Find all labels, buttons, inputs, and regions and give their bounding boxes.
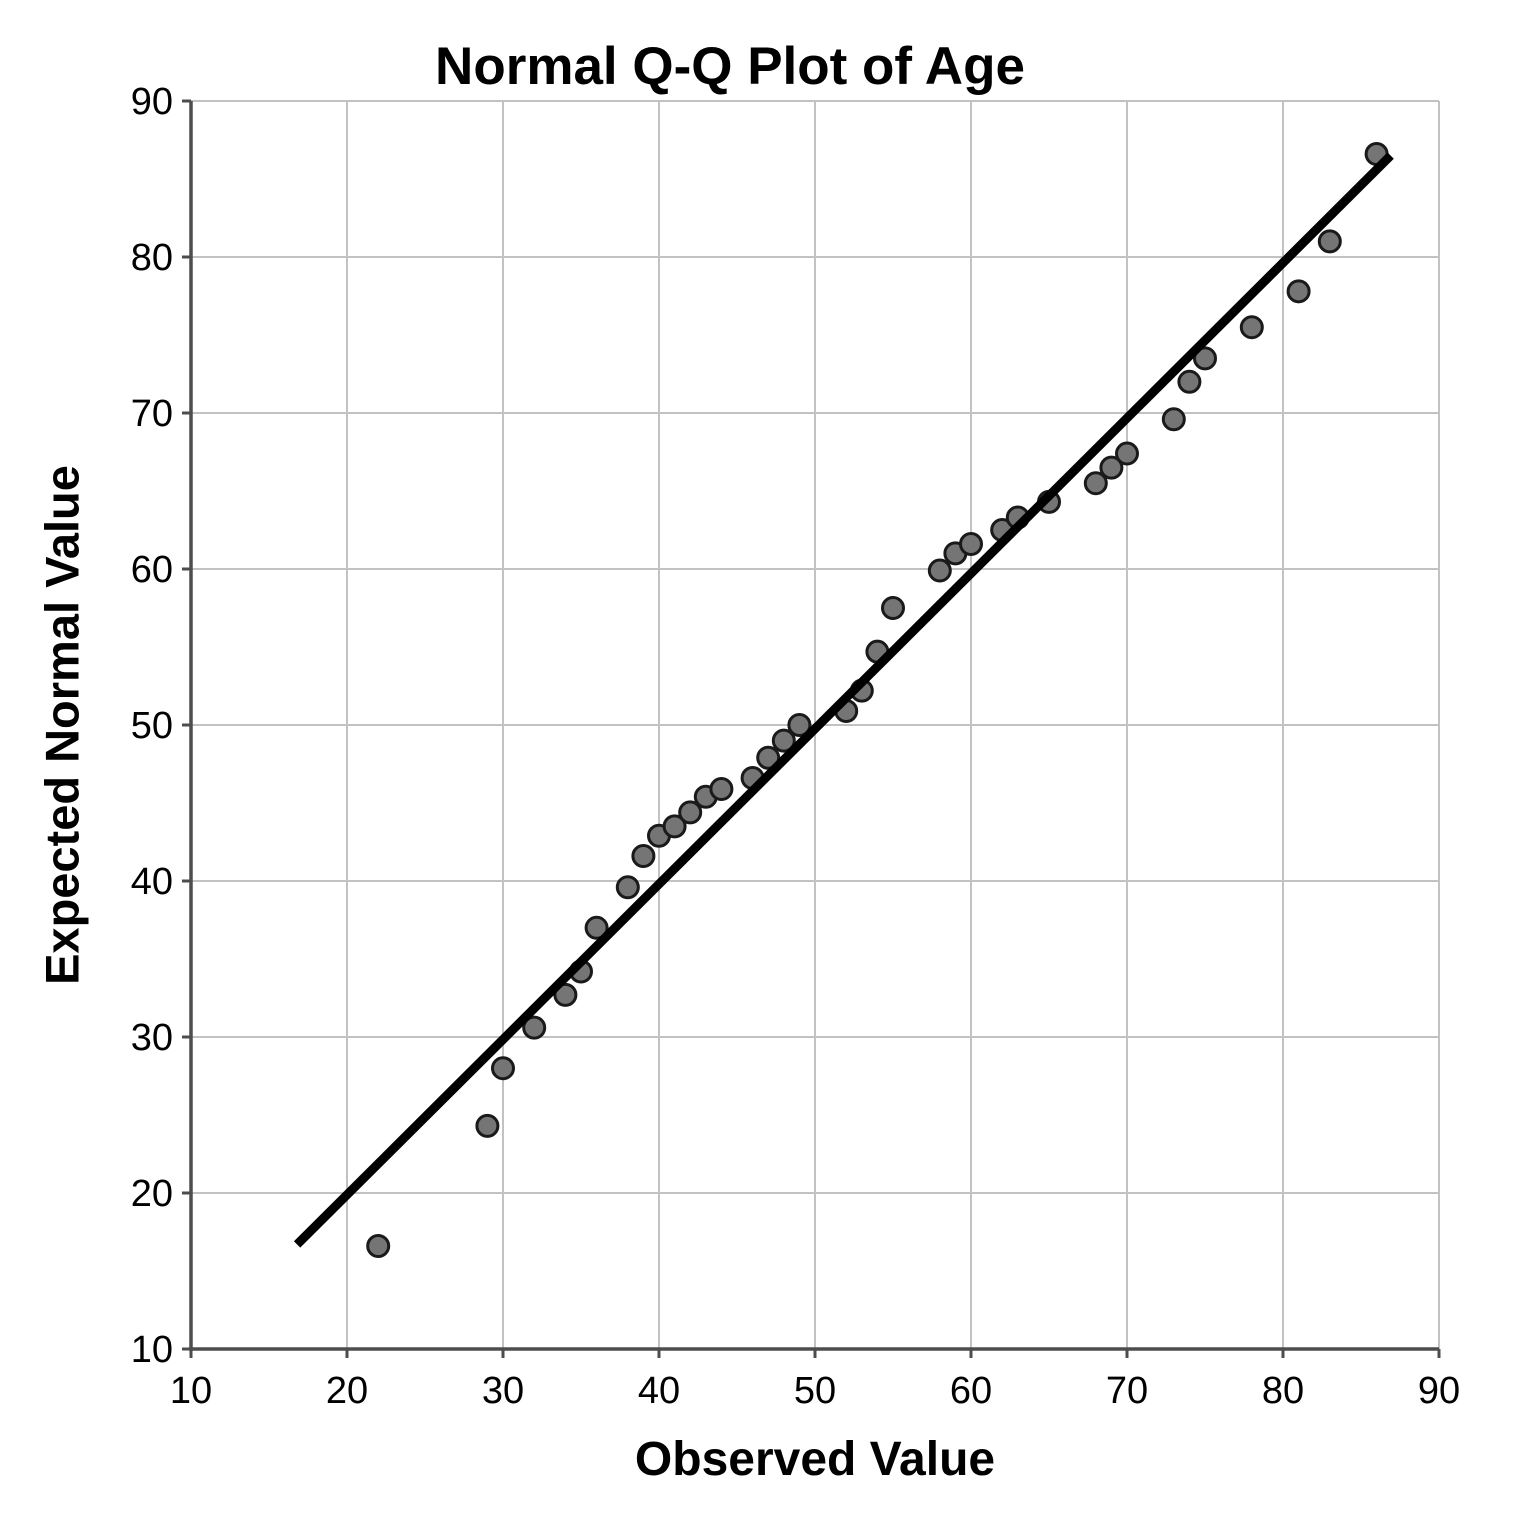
y-tick-label: 30 [131,1017,173,1059]
data-point [1317,229,1342,254]
y-tick-label: 80 [131,237,173,279]
y-tick-label: 60 [131,549,173,591]
x-tick-label: 80 [1262,1370,1304,1412]
y-tick-label: 40 [131,861,173,903]
x-tick-label: 50 [794,1370,836,1412]
chart-title: Normal Q-Q Plot of Age [435,37,1025,96]
x-tick-label: 90 [1418,1370,1460,1412]
y-tick-label: 70 [131,393,173,435]
data-point [366,1234,391,1259]
data-point [1193,346,1217,371]
data-point [1239,315,1264,340]
x-tick-label: 70 [1106,1370,1148,1412]
data-point [662,814,687,839]
data-point [787,713,812,737]
data-point [1115,441,1139,466]
data-point [756,745,781,770]
data-point [491,1056,515,1081]
data-point [631,844,656,869]
x-axis-title: Observed Value [634,1433,996,1486]
data-point [553,982,578,1007]
data-point [1286,279,1311,304]
x-tick-label: 40 [638,1370,680,1412]
data-point [927,558,952,583]
x-tick-label: 10 [170,1370,212,1412]
data-point [1177,369,1202,394]
data-point [709,776,734,801]
data-point [522,1015,547,1040]
reference-line [293,152,1394,1248]
y-axis-title: Expected Normal Value [35,465,89,985]
data-point [1083,471,1108,496]
x-tick-label: 20 [326,1370,368,1412]
data-point [1099,455,1124,480]
data-point [615,875,640,900]
data-point [771,728,796,753]
data-point [678,800,703,825]
y-tick-label: 90 [131,81,173,123]
x-tick-label: 60 [950,1370,992,1412]
y-tick-label: 50 [131,705,173,747]
data-point [959,532,983,557]
data-point [1161,407,1186,432]
data-point [584,915,609,940]
x-tick-label: 30 [482,1370,524,1412]
data-point [881,596,905,620]
y-tick-label: 20 [131,1173,173,1215]
data-point [475,1113,500,1138]
y-tick-label: 10 [131,1329,173,1371]
